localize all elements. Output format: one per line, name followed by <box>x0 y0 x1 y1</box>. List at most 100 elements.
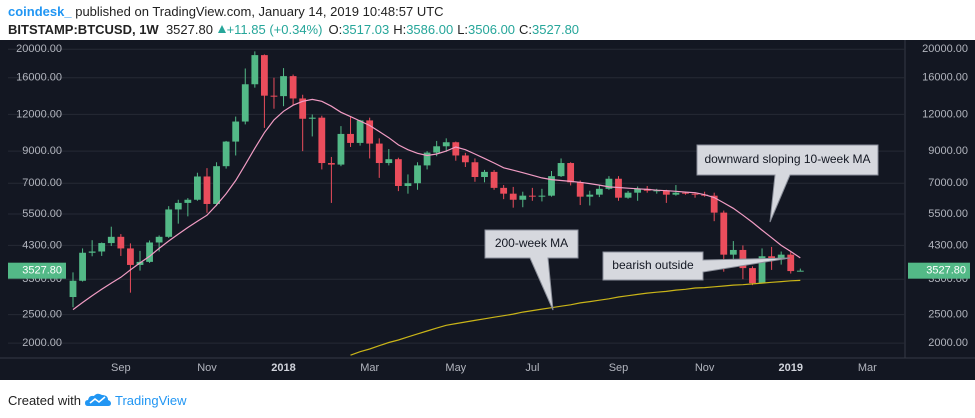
candle-body <box>356 120 364 143</box>
price-box <box>908 262 970 279</box>
candle-body <box>327 163 335 165</box>
chart-background <box>0 40 975 380</box>
x-tick-label: Nov <box>695 362 715 374</box>
price-label: 3527.80 <box>22 265 62 277</box>
price-label: 3527.80 <box>926 265 966 277</box>
y-tick-label: 5500.00 <box>22 208 62 220</box>
candle-body <box>155 236 163 243</box>
y-tick-label: 7000.00 <box>928 177 968 189</box>
candle-body <box>749 268 756 284</box>
candle-body <box>69 280 77 298</box>
candle-body <box>404 183 412 186</box>
candle-body <box>758 256 766 284</box>
candle-body <box>787 254 795 272</box>
y-tick-label: 4300.00 <box>928 239 968 251</box>
y-tick-label: 2000.00 <box>22 337 62 349</box>
candle-body <box>528 195 536 197</box>
candle-body <box>107 236 115 244</box>
candle-body <box>500 187 508 194</box>
candle-body <box>605 178 613 189</box>
x-tick-label: Sep <box>609 362 629 374</box>
candle-body <box>682 192 689 194</box>
y-tick-label: 16000.00 <box>922 72 968 84</box>
candle-body <box>452 142 460 156</box>
candle-body <box>127 248 134 265</box>
y-tick-label: 16000.00 <box>16 72 62 84</box>
logo <box>84 393 111 406</box>
candle-body <box>691 193 699 195</box>
candle-body <box>117 236 125 249</box>
candle-body <box>595 188 603 195</box>
header: coindesk_ published on TradingView.com, … <box>8 3 579 39</box>
header-line-2: BITSTAMP:BTCUSD, 1W 3527.80 +11.85 (+0.3… <box>8 21 579 39</box>
candle-body <box>318 117 326 164</box>
candle-body <box>366 120 374 144</box>
candle-body <box>280 76 287 97</box>
y-tick-label: 2500.00 <box>22 309 62 321</box>
candle-body <box>509 193 517 200</box>
candle-body <box>777 254 785 260</box>
candle-body <box>347 133 354 143</box>
ohlc-value: 3527.80 <box>532 22 580 37</box>
y-tick-label: 5500.00 <box>928 208 968 220</box>
ohlc-value: 3517.03 <box>342 22 390 37</box>
candle-body <box>232 121 240 142</box>
candle-body <box>490 171 498 188</box>
candle-body <box>796 270 804 272</box>
symbol: BITSTAMP:BTCUSD, 1W <box>8 22 159 37</box>
candle-body <box>251 55 259 85</box>
candle-body <box>308 117 316 119</box>
candle-body <box>299 98 307 119</box>
candle-body <box>538 195 546 197</box>
annotation: 200-week MA <box>495 236 568 250</box>
candle-body <box>375 143 383 164</box>
footer: Created with TradingView <box>8 392 187 408</box>
up-arrow <box>217 25 226 33</box>
candle-body <box>79 252 86 281</box>
ohlc-label: L: <box>457 22 469 37</box>
candle-body <box>184 199 192 203</box>
candle-body <box>768 256 776 260</box>
candle-body <box>662 190 670 195</box>
y-tick-label: 4300.00 <box>22 239 62 251</box>
candle-body <box>146 242 153 262</box>
published: published on TradingView.com, January 14… <box>75 4 444 19</box>
x-tick-label: Sep <box>111 362 131 374</box>
x-tick-label: Nov <box>197 362 217 374</box>
candle-body <box>471 162 479 177</box>
candle-body <box>241 84 249 122</box>
header-line-1: coindesk_ published on TradingView.com, … <box>8 3 579 21</box>
candle-body <box>519 195 527 200</box>
candle-body <box>289 76 297 99</box>
y-tick-label: 9000.00 <box>22 145 62 157</box>
y-tick-label: 20000.00 <box>16 43 62 55</box>
candle-body <box>615 178 622 198</box>
moving-average <box>350 279 801 356</box>
y-tick-label: 12000.00 <box>16 108 62 120</box>
ohlc-label: C: <box>519 22 533 37</box>
callout <box>602 251 791 281</box>
candle-body <box>194 176 201 200</box>
candle-body <box>394 159 402 186</box>
candle-body <box>624 192 632 198</box>
candle-body <box>720 212 728 255</box>
author[interactable]: coindesk_ <box>8 4 72 19</box>
moving-average <box>72 98 801 311</box>
candle-body <box>433 146 441 153</box>
y-tick-label: 7000.00 <box>22 177 62 189</box>
candle-body <box>203 176 211 204</box>
candle-body <box>222 141 230 167</box>
candle-body <box>672 192 680 195</box>
candle-body <box>653 190 661 192</box>
ohlc-value: 3586.00 <box>406 22 454 37</box>
x-tick-label: Mar <box>360 362 379 374</box>
candle-body <box>261 55 268 96</box>
ohlc-value: 3506.00 <box>468 22 516 37</box>
candle-body <box>729 249 737 255</box>
callout <box>484 229 579 311</box>
x-tick-label: Jul <box>525 362 539 374</box>
change: +11.85 (+0.34%) <box>226 22 323 37</box>
brand[interactable]: TradingView <box>114 392 187 408</box>
